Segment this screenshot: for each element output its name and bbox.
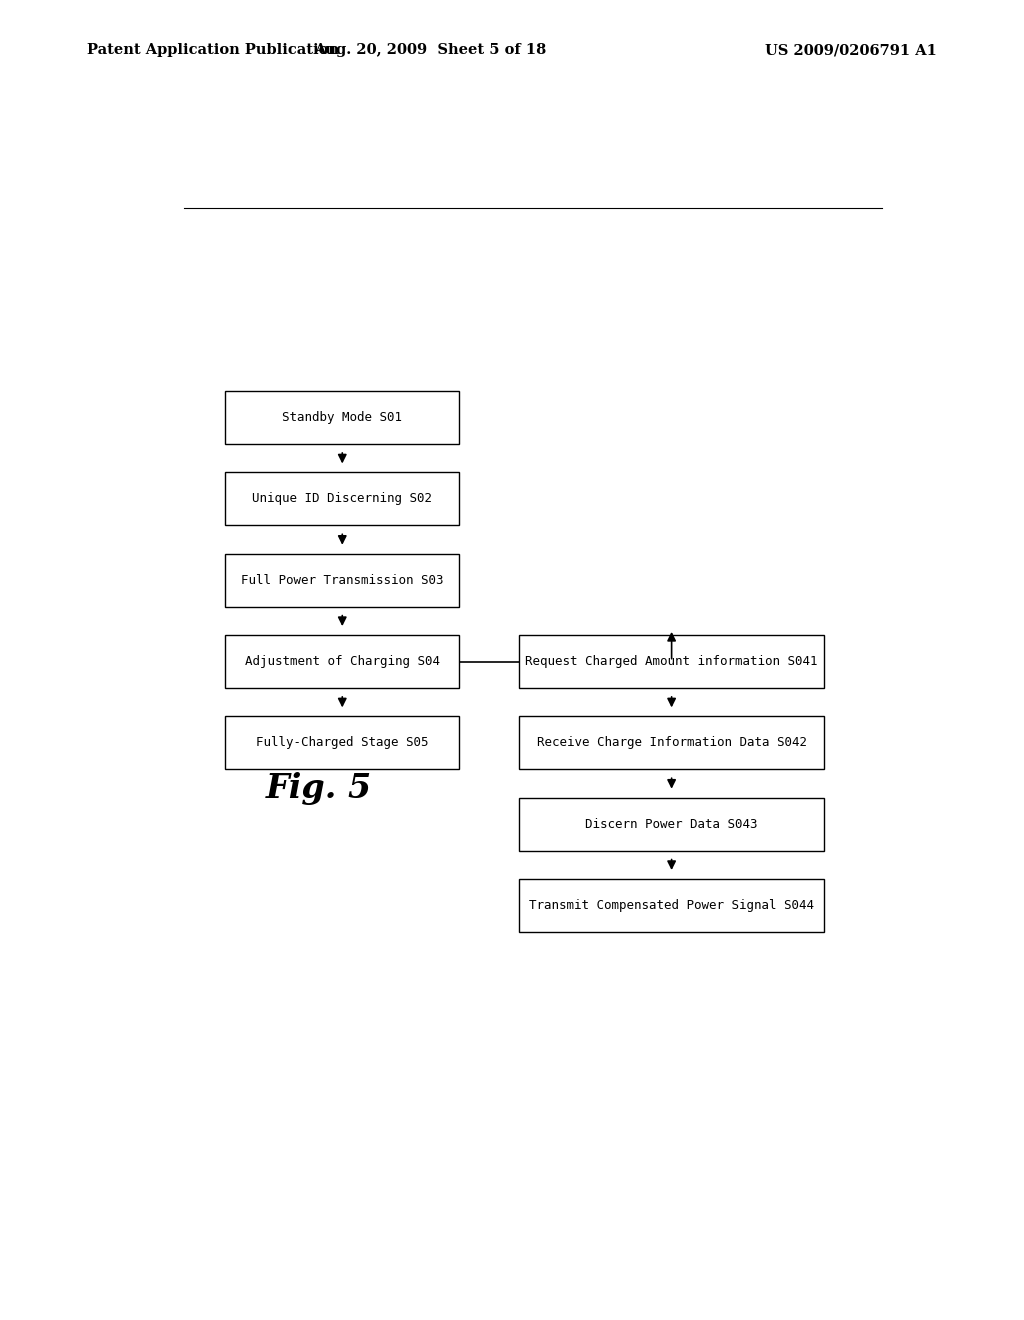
Text: Receive Charge Information Data S042: Receive Charge Information Data S042 xyxy=(537,737,807,750)
FancyBboxPatch shape xyxy=(225,635,460,688)
Text: Discern Power Data S043: Discern Power Data S043 xyxy=(586,817,758,830)
FancyBboxPatch shape xyxy=(225,391,460,444)
Text: Fully-Charged Stage S05: Fully-Charged Stage S05 xyxy=(256,737,428,750)
FancyBboxPatch shape xyxy=(519,717,824,770)
Text: Standby Mode S01: Standby Mode S01 xyxy=(283,411,402,424)
Text: Patent Application Publication: Patent Application Publication xyxy=(87,44,339,57)
FancyBboxPatch shape xyxy=(519,879,824,932)
Text: Transmit Compensated Power Signal S044: Transmit Compensated Power Signal S044 xyxy=(529,899,814,912)
Text: Aug. 20, 2009  Sheet 5 of 18: Aug. 20, 2009 Sheet 5 of 18 xyxy=(314,44,546,57)
Text: Full Power Transmission S03: Full Power Transmission S03 xyxy=(241,574,443,586)
FancyBboxPatch shape xyxy=(225,473,460,525)
Text: US 2009/0206791 A1: US 2009/0206791 A1 xyxy=(765,44,937,57)
Text: Request Charged Amount information S041: Request Charged Amount information S041 xyxy=(525,655,818,668)
Text: Unique ID Discerning S02: Unique ID Discerning S02 xyxy=(252,492,432,506)
FancyBboxPatch shape xyxy=(519,635,824,688)
FancyBboxPatch shape xyxy=(225,554,460,607)
FancyBboxPatch shape xyxy=(519,797,824,850)
FancyBboxPatch shape xyxy=(225,717,460,770)
Text: Fig. 5: Fig. 5 xyxy=(265,772,372,805)
Text: Adjustment of Charging S04: Adjustment of Charging S04 xyxy=(245,655,439,668)
